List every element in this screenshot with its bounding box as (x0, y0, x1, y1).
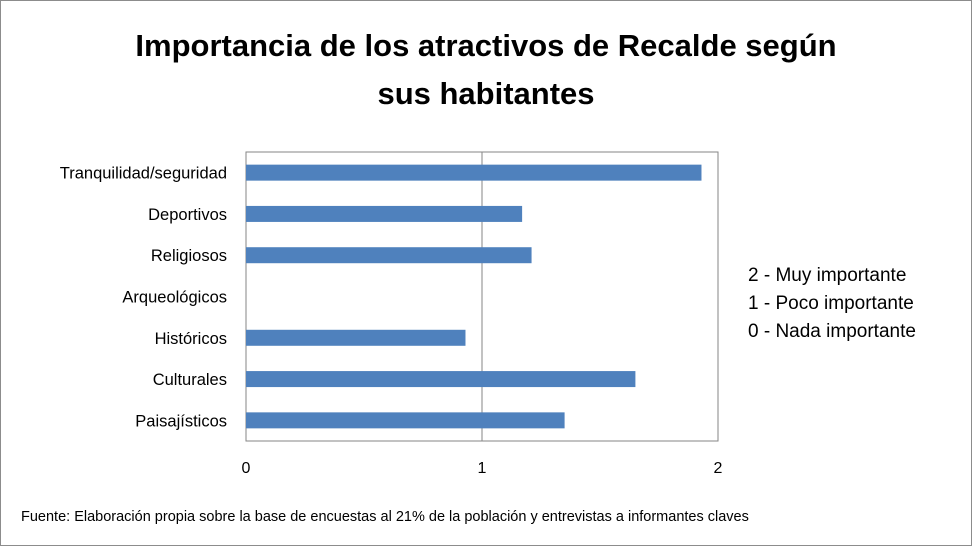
bar-0 (246, 164, 702, 181)
x-tick-label-1: 1 (478, 460, 487, 477)
bar-1 (246, 205, 523, 222)
category-label-4: Históricos (155, 330, 227, 348)
bar-5 (246, 371, 636, 388)
chart-title: Importancia de los atractivos de Recalde… (0, 22, 972, 118)
x-tick-label-0: 0 (242, 460, 251, 477)
bar-4 (246, 329, 466, 346)
bar-6 (246, 412, 565, 429)
scale-note-1: 1 - Poco importante (748, 293, 914, 314)
scale-note-2: 2 - Muy importante (748, 265, 907, 286)
category-label-3: Arqueológicos (122, 289, 227, 307)
source-note: Fuente: Elaboración propia sobre la base… (21, 509, 749, 525)
x-tick-label-2: 2 (714, 460, 723, 477)
scale-legend: 2 - Muy importante 1 - Poco importante 0… (748, 262, 916, 346)
category-label-5: Culturales (153, 371, 227, 389)
category-label-2: Religiosos (151, 247, 227, 265)
category-label-6: Paisajísticos (135, 412, 227, 430)
bar-2 (246, 247, 532, 264)
category-label-1: Deportivos (148, 206, 227, 224)
chart-title-line-1: Importancia de los atractivos de Recalde… (135, 28, 837, 63)
chart-title-line-2: sus habitantes (377, 76, 595, 111)
category-label-0: Tranquilidad/seguridad (60, 165, 227, 183)
scale-note-0: 0 - Nada importante (748, 321, 916, 342)
